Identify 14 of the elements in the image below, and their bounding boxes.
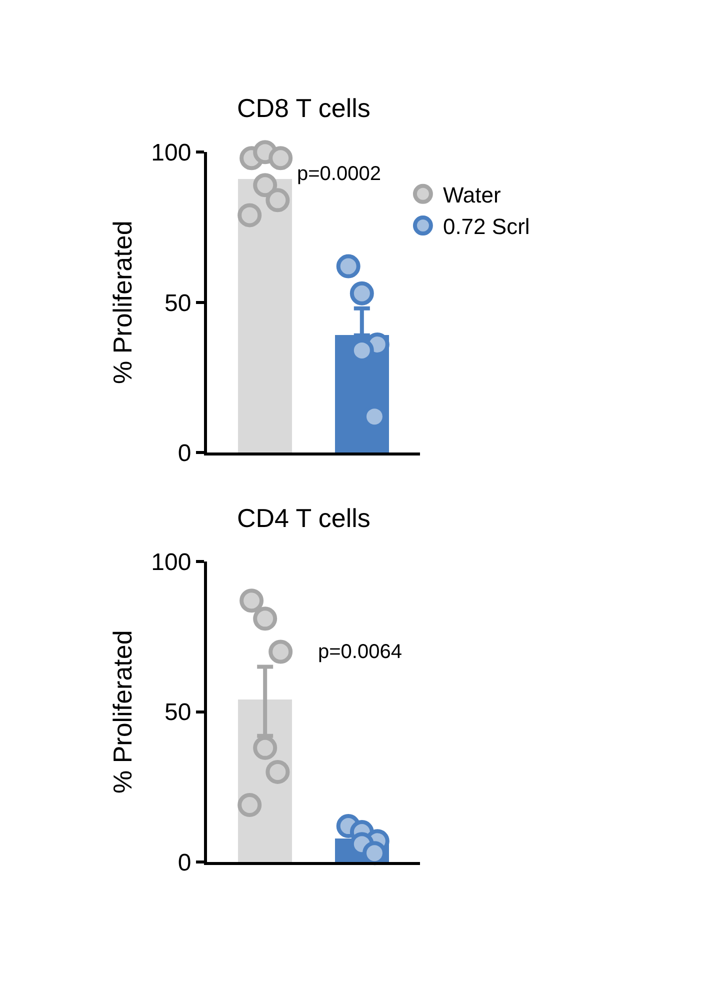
chart-title: CD4 T cells	[237, 503, 370, 533]
chart-title: CD8 T cells	[237, 93, 370, 123]
legend-label: Water	[442, 182, 501, 208]
y-tick-label: 50	[164, 699, 192, 726]
y-tick-label: 50	[164, 290, 192, 317]
annotation: p=0.0064	[318, 641, 402, 663]
y-tick-label: 0	[178, 440, 192, 468]
y-axis-title: % Proliferated	[108, 220, 138, 384]
y-axis-title: % Proliferated	[108, 630, 138, 794]
y-tick-label: 0	[178, 850, 192, 877]
y-tick-label: 100	[151, 139, 192, 166]
y-tick-label: 100	[151, 548, 192, 576]
annotation: p=0.0002	[297, 163, 381, 185]
legend-label: 0.72 Scrl	[442, 214, 530, 240]
